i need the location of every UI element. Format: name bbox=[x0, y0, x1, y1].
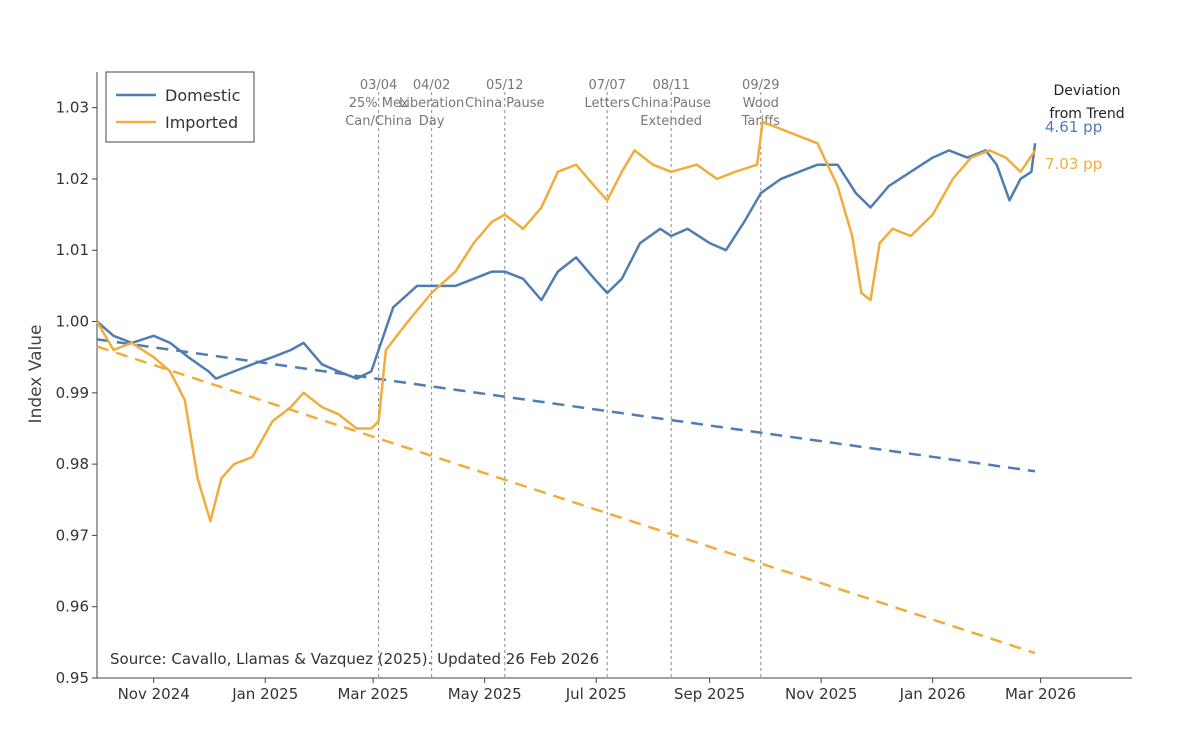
x-tick-label: Sep 2025 bbox=[674, 685, 745, 703]
series-line-domestic bbox=[96, 143, 1037, 380]
x-tick-label: Nov 2024 bbox=[118, 685, 190, 703]
event-label: 07/07 bbox=[588, 78, 625, 93]
data-series bbox=[95, 120, 1037, 523]
series-line-imported bbox=[95, 120, 1037, 523]
event-label: 08/11 bbox=[652, 78, 689, 93]
y-tick-label: 0.95 bbox=[56, 669, 89, 687]
y-tick-label: 0.96 bbox=[56, 598, 89, 616]
legend-label-domestic: Domestic bbox=[165, 86, 240, 105]
event-label: 25% Mex bbox=[349, 96, 409, 111]
x-tick-label: Jul 2025 bbox=[565, 685, 627, 703]
trend-line-imported bbox=[96, 345, 1036, 655]
x-tick-label: Jan 2026 bbox=[899, 685, 966, 703]
trend-line-domestic bbox=[96, 338, 1036, 473]
event-label: Wood bbox=[743, 96, 779, 111]
event-label: Letters bbox=[585, 96, 631, 111]
x-tick-label: Mar 2026 bbox=[1005, 685, 1076, 703]
y-tick-label: 1.01 bbox=[56, 241, 89, 259]
y-tick-label: 0.97 bbox=[56, 526, 89, 544]
y-tick-label: 1.03 bbox=[56, 99, 89, 117]
y-axis-label: Index Value bbox=[26, 325, 46, 424]
event-label: Can/China bbox=[345, 114, 412, 129]
legend: Domestic Imported bbox=[105, 71, 255, 143]
trend-lines bbox=[96, 338, 1036, 655]
legend-box bbox=[105, 71, 255, 143]
deviation-value-domestic: 4.61 pp bbox=[1045, 118, 1102, 136]
deviation-panel: Deviation from Trend 4.61 pp 7.03 pp bbox=[1045, 83, 1125, 173]
deviation-value-imported: 7.03 pp bbox=[1045, 155, 1102, 173]
event-label: China Pause bbox=[631, 96, 711, 111]
event-label: Extended bbox=[640, 114, 702, 129]
x-tick-label: Jan 2025 bbox=[231, 685, 298, 703]
event-label: 04/02 bbox=[413, 78, 450, 93]
event-label: Liberation bbox=[399, 96, 464, 111]
x-tick-label: May 2025 bbox=[448, 685, 522, 703]
y-tick-label: 1.00 bbox=[56, 313, 89, 331]
event-label: China Pause bbox=[465, 96, 545, 111]
event-label: 05/12 bbox=[486, 78, 523, 93]
x-tick-label: Nov 2025 bbox=[785, 685, 857, 703]
y-tick-label: 0.98 bbox=[56, 455, 89, 473]
y-tick-label: 1.02 bbox=[56, 170, 89, 188]
axes: 0.95 0.96 0.97 0.98 0.99 1.00 1.01 1.02 1.03 Nov … bbox=[56, 72, 1132, 703]
event-label: Day bbox=[419, 114, 445, 129]
legend-label-imported: Imported bbox=[165, 113, 238, 132]
x-tick-label: Mar 2025 bbox=[337, 685, 408, 703]
y-tick-label: 0.99 bbox=[56, 384, 89, 402]
deviation-title-line-2: from Trend bbox=[1049, 106, 1124, 122]
event-label: 03/04 bbox=[360, 78, 397, 93]
source-note: Source: Cavallo, Llamas & Vazquez (2025)… bbox=[110, 650, 599, 668]
event-label: 09/29 bbox=[742, 78, 779, 93]
deviation-title-line-1: Deviation bbox=[1054, 83, 1121, 99]
